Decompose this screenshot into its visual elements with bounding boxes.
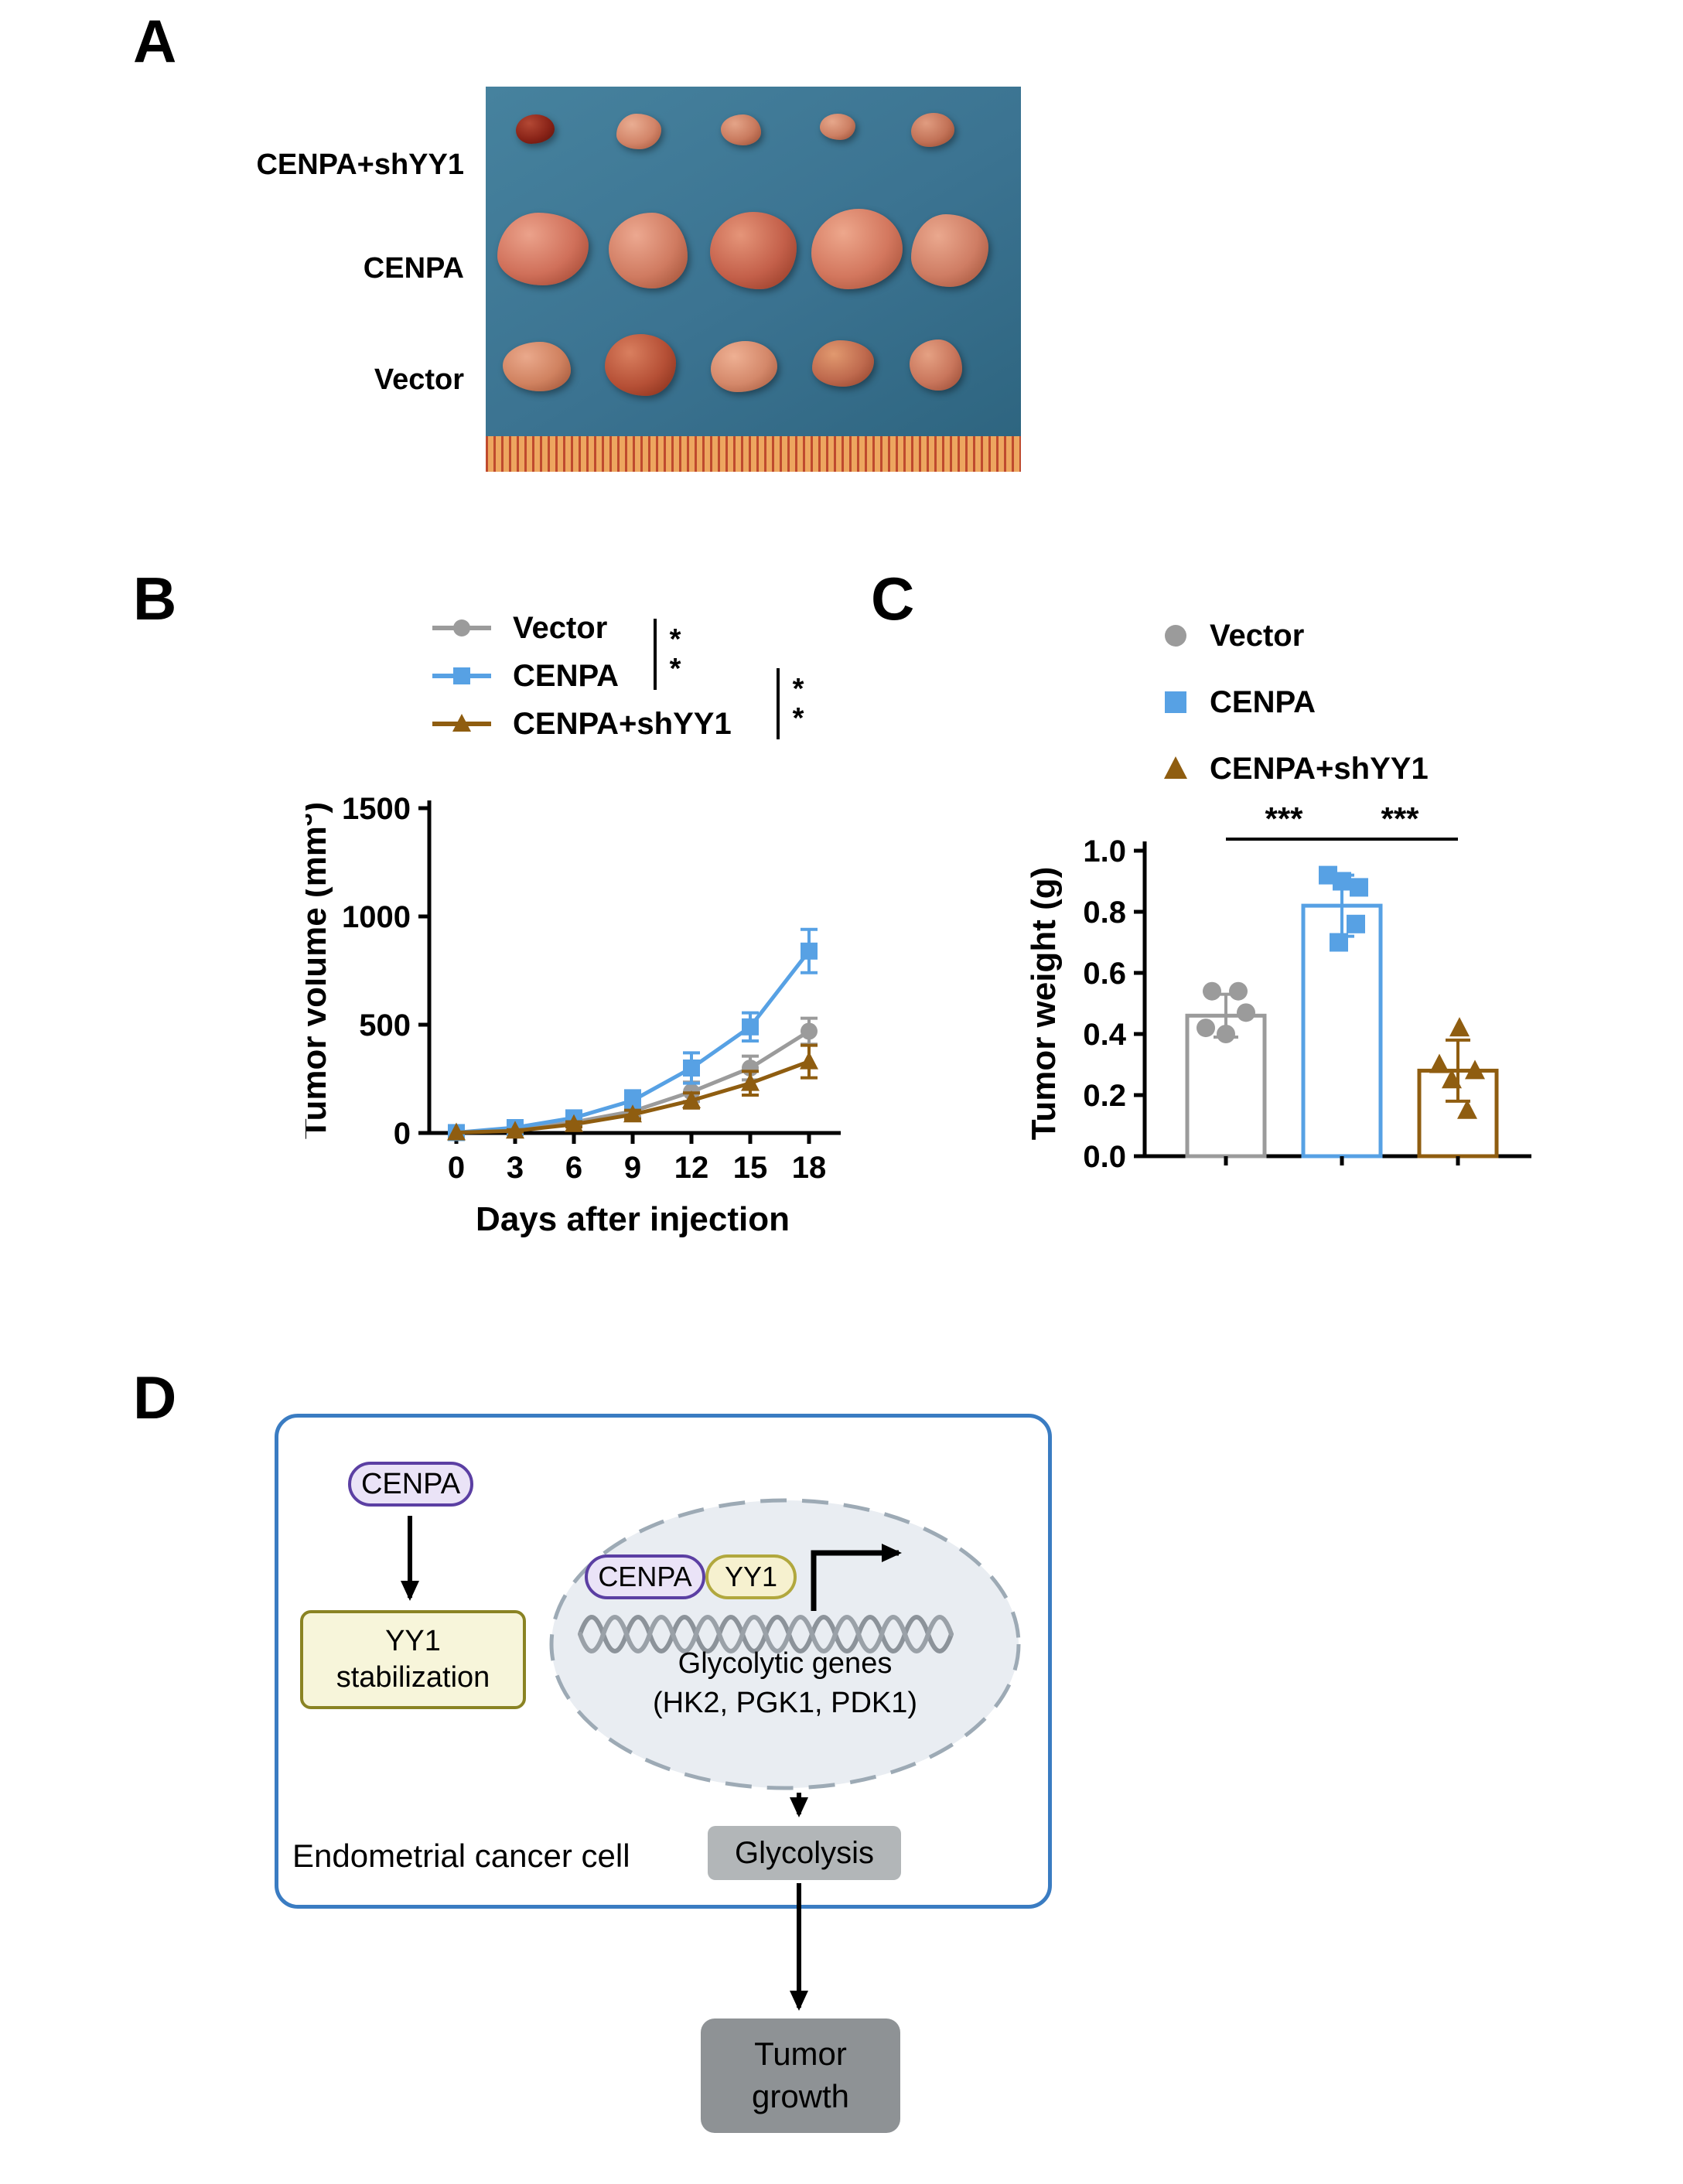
legend-item-cenpa+shyy1: CENPA+shYY1 <box>429 706 732 741</box>
tumor-growth-box: Tumor growth <box>701 2018 900 2133</box>
svg-text:Days after injection: Days after injection <box>476 1200 790 1238</box>
tumor-specimen <box>605 334 676 396</box>
legend-label: CENPA <box>513 658 620 693</box>
tumor-specimen <box>911 113 954 147</box>
panel-a-label: A <box>133 7 177 75</box>
svg-text:1500: 1500 <box>342 792 411 826</box>
tumor-specimen <box>910 340 962 391</box>
yy1-stab-line2: stabilization <box>336 1661 490 1694</box>
tumor-weight-chart: 0.0 0.2 0.4 0.6 0.8 1.0 Tumor weight (g) *** *** <box>1029 800 1531 1174</box>
legend-item-vector: Vector <box>429 610 732 645</box>
square-marker-icon <box>432 667 491 684</box>
tumor-specimen <box>812 340 874 387</box>
legend-item-cenpa: CENPA <box>1160 684 1429 719</box>
svg-text:3: 3 <box>507 1151 524 1185</box>
tumor-specimen <box>820 114 855 140</box>
tumor-specimen <box>711 341 777 392</box>
row-label-cenpa: CENPA <box>363 252 464 285</box>
legend-item-cenpa+shyy1: CENPA+shYY1 <box>1160 751 1429 786</box>
transcription-arrow <box>811 1544 902 1611</box>
circle-marker-icon <box>1165 625 1186 647</box>
genes-line2: (HK2, PGK1, PDK1) <box>652 1687 918 1720</box>
svg-text:0.4: 0.4 <box>1083 1018 1126 1052</box>
tumor-photo <box>486 87 1021 436</box>
tumor-specimen <box>497 213 589 285</box>
svg-text:18: 18 <box>792 1151 827 1185</box>
ruler <box>486 436 1021 472</box>
square-marker-icon <box>1165 691 1186 713</box>
svg-text:6: 6 <box>565 1151 582 1185</box>
triangle-marker-icon <box>1164 756 1187 779</box>
chart-b-legend: Vector CENPA CENPA+shYY1 <box>429 610 732 756</box>
glycolytic-genes-label: Glycolytic genes (HK2, PGK1, PDK1) <box>565 1644 1005 1724</box>
sig-bracket-2 <box>777 668 780 739</box>
svg-text:0: 0 <box>394 1117 411 1151</box>
tumor-specimen <box>811 209 903 289</box>
svg-text:0.2: 0.2 <box>1083 1079 1126 1113</box>
cenpa-pill: CENPA <box>348 1462 473 1507</box>
triangle-marker-icon <box>432 714 491 732</box>
tumor-specimen <box>516 114 555 144</box>
tumor-growth-line1: Tumor <box>754 2036 847 2073</box>
svg-text:***: *** <box>1265 800 1303 837</box>
svg-text:500: 500 <box>359 1008 411 1043</box>
tumor-growth-line2: growth <box>751 2078 850 2114</box>
svg-text:0.0: 0.0 <box>1083 1140 1126 1174</box>
svg-text:12: 12 <box>674 1151 709 1185</box>
legend-label: CENPA+shYY1 <box>1210 751 1429 786</box>
svg-text:***: *** <box>1381 800 1419 837</box>
svg-text:9: 9 <box>624 1151 641 1185</box>
sig-stars-2: ** <box>782 673 814 732</box>
tumor-specimen <box>911 214 988 287</box>
svg-text:Tumor volume (mm3): Tumor volume (mm3) <box>306 802 333 1139</box>
glycolysis-box: Glycolysis <box>708 1826 901 1880</box>
legend-label: CENPA <box>1210 684 1316 719</box>
svg-text:0: 0 <box>448 1151 465 1185</box>
svg-text:0.8: 0.8 <box>1083 896 1126 930</box>
tumor-specimen <box>616 114 661 149</box>
genes-line1: Glycolytic genes <box>678 1647 893 1680</box>
tumor-specimen <box>503 342 571 391</box>
legend-label: CENPA+shYY1 <box>513 706 732 741</box>
legend-item-vector: Vector <box>1160 618 1429 653</box>
tumor-specimen <box>710 212 797 289</box>
svg-text:15: 15 <box>733 1151 768 1185</box>
panel-d-label: D <box>133 1363 177 1432</box>
svg-text:1.0: 1.0 <box>1083 834 1126 868</box>
mechanism-diagram: CENPA YY1 stabilization CENPA YY1 Glycol… <box>271 1414 1199 2184</box>
circle-marker-icon <box>432 619 491 636</box>
tumor-specimen <box>721 114 761 145</box>
legend-label: Vector <box>1210 618 1305 653</box>
nucleus-yy1-pill: YY1 <box>705 1554 797 1599</box>
legend-label: Vector <box>513 610 608 645</box>
chart-c-legend: Vector CENPA CENPA+shYY1 <box>1160 618 1429 820</box>
cell-outline <box>275 1414 1052 1909</box>
yy1-stab-line1: YY1 <box>385 1624 441 1657</box>
legend-item-cenpa: CENPA <box>429 658 732 693</box>
row-label-cenpa-shyy1: CENPA+shYY1 <box>256 148 464 181</box>
svg-text:0.6: 0.6 <box>1083 957 1126 991</box>
svg-text:Tumor weight (g): Tumor weight (g) <box>1029 867 1063 1141</box>
panel-b-label: B <box>133 565 177 633</box>
svg-text:1000: 1000 <box>342 900 411 934</box>
row-label-vector: Vector <box>374 363 464 396</box>
sig-stars-1: ** <box>659 623 691 682</box>
cell-type-label: Endometrial cancer cell <box>292 1838 630 1874</box>
dna-strand-2 <box>578 1615 954 1653</box>
yy1-stabilization-box: YY1 stabilization <box>300 1610 526 1709</box>
sig-bracket-1 <box>654 619 657 690</box>
tumor-specimen <box>609 213 688 288</box>
nucleus-cenpa-pill: CENPA <box>585 1554 705 1599</box>
panel-c-label: C <box>871 565 915 633</box>
